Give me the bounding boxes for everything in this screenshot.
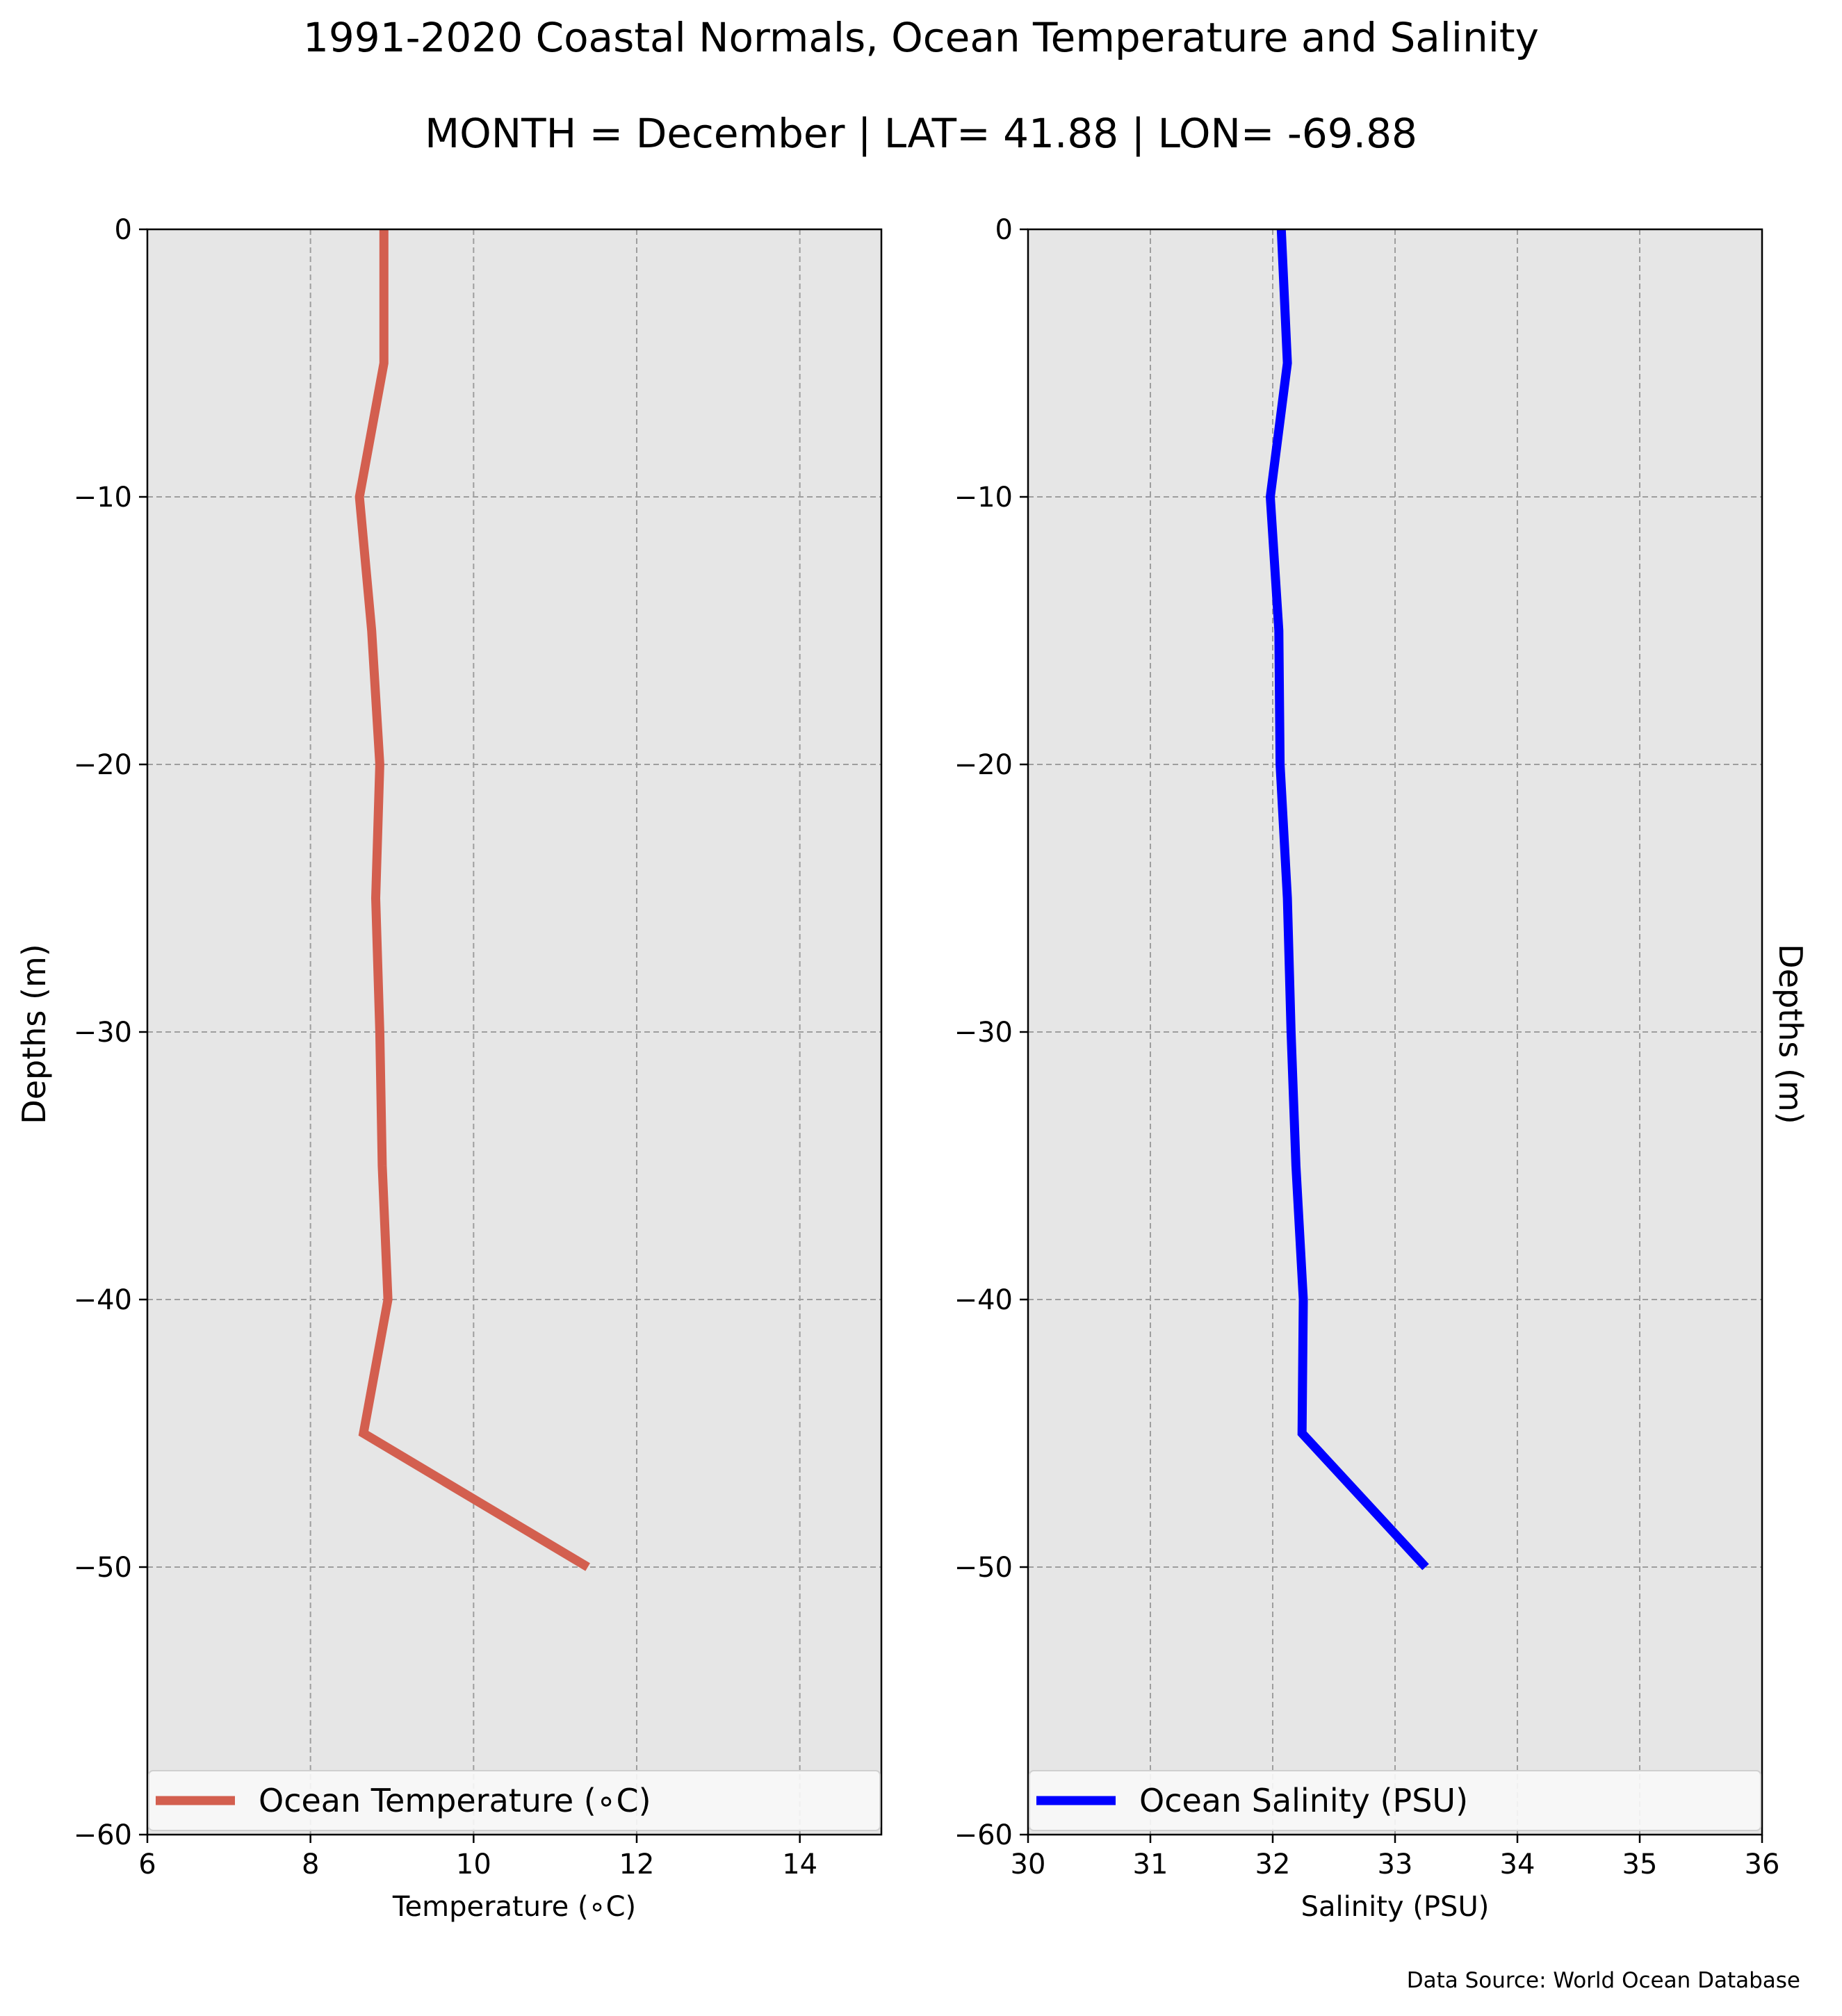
y-tick-label: −30 — [74, 1017, 132, 1049]
data-source-note: Data Source: World Ocean Database — [1407, 1968, 1800, 1993]
y-axis-label-left: Depths (m) — [15, 944, 53, 1124]
x-tick-label: 32 — [1255, 1849, 1291, 1880]
x-tick-label: 12 — [619, 1849, 655, 1880]
x-tick-label: 34 — [1500, 1849, 1535, 1880]
x-tick-label: 14 — [782, 1849, 817, 1880]
y-tick-label: −40 — [74, 1284, 132, 1316]
y-tick-label: 0 — [115, 214, 132, 246]
y-tick-label: −60 — [954, 1819, 1013, 1851]
y-tick-label: 0 — [995, 214, 1013, 246]
x-tick-label: 10 — [456, 1849, 491, 1880]
y-tick-label: −10 — [74, 482, 132, 514]
series-line — [354, 229, 590, 1571]
x-tick-label: 35 — [1622, 1849, 1658, 1880]
x-axis-label: Temperature (∘C) — [392, 1891, 636, 1923]
chart-subtitle: MONTH = December | LAT= 41.88 | LON= -69… — [425, 110, 1417, 157]
y-tick-label: −60 — [74, 1819, 132, 1851]
y-tick-label: −10 — [954, 482, 1013, 514]
x-tick-label: 6 — [138, 1849, 156, 1880]
y-tick-label: −50 — [954, 1552, 1013, 1584]
y-tick-label: −30 — [954, 1017, 1013, 1049]
x-tick-label: 31 — [1133, 1849, 1168, 1880]
y-axis-label-right: Depths (m) — [1772, 944, 1809, 1124]
chart-title: 1991-2020 Coastal Normals, Ocean Tempera… — [303, 14, 1539, 61]
legend-box — [1029, 1770, 1761, 1831]
temperature-panel: 6 8 10 12 14 0 −10 −20 −30 −40 −50 −60 Temperature (… — [74, 214, 883, 1923]
salinity-panel: 30 31 32 33 34 35 36 0 −10 −20 −30 −40 −50 −60 Salinit… — [954, 214, 1780, 1923]
series-line — [1265, 229, 1429, 1571]
x-tick-label: 33 — [1378, 1849, 1413, 1880]
legend-box — [148, 1770, 881, 1831]
y-tick-label: −40 — [954, 1284, 1013, 1316]
legend-label: Ocean Salinity (PSU) — [1139, 1782, 1468, 1819]
legend-label: Ocean Temperature (∘C) — [259, 1782, 651, 1819]
x-tick-label: 36 — [1745, 1849, 1780, 1880]
y-tick-label: −50 — [74, 1552, 132, 1584]
x-tick-label: 30 — [1011, 1849, 1046, 1880]
x-axis-label: Salinity (PSU) — [1301, 1891, 1490, 1923]
x-tick-label: 8 — [302, 1849, 319, 1880]
y-tick-label: −20 — [954, 749, 1013, 781]
y-tick-label: −20 — [74, 749, 132, 781]
